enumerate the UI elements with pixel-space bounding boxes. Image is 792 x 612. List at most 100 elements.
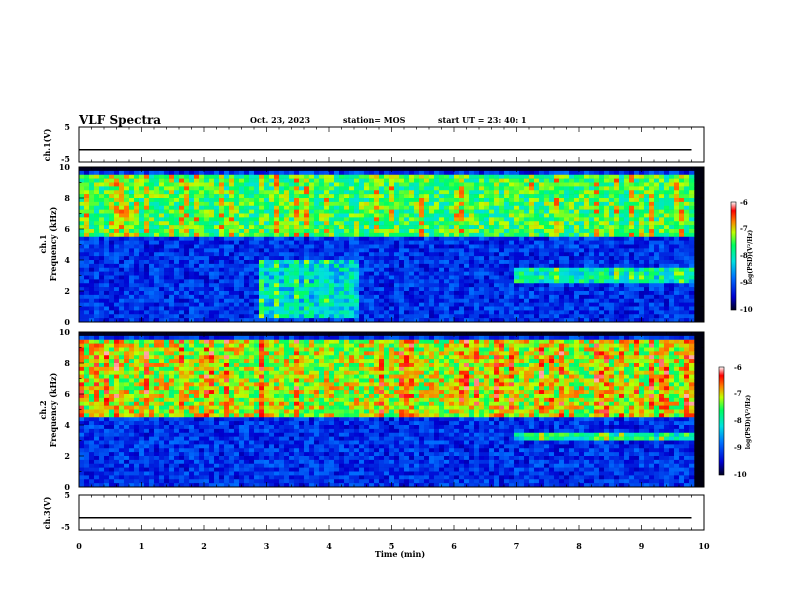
spectrogram-cell (189, 248, 195, 253)
spectrogram-cell (309, 302, 315, 307)
spectrogram-cell (554, 240, 560, 245)
spectrogram-cell (594, 221, 600, 226)
spectrogram-cell (654, 310, 660, 315)
spectrogram-cell (539, 194, 545, 199)
spectrogram-cell (659, 314, 665, 319)
spectrogram-cell (624, 310, 630, 315)
spectrogram-cell (199, 232, 205, 238)
spectrogram-cell (219, 221, 225, 226)
spectrogram-cell (269, 306, 275, 311)
spectrogram-cell (414, 201, 420, 207)
spectrogram-cell (424, 194, 430, 199)
spectrogram-cell (104, 205, 110, 210)
spectrogram-cell (364, 260, 370, 265)
spectrogram-cell (294, 194, 300, 199)
spectrogram-cell (294, 310, 300, 315)
spectrogram-cell (579, 225, 585, 230)
spectrogram-cell (239, 287, 245, 292)
spectrogram-cell (259, 205, 265, 210)
spectrogram-cell (439, 275, 445, 280)
spectrogram-cell (449, 263, 455, 269)
spectrogram-cell (134, 275, 140, 280)
spectrogram-cell (254, 310, 260, 315)
spectrogram-cell (309, 232, 315, 238)
spectrogram-cell (619, 244, 625, 249)
spectrogram-cell (234, 236, 240, 241)
spectrogram-cell (114, 236, 120, 241)
spectrogram-cell (604, 260, 610, 265)
spectrogram-cell (539, 279, 545, 284)
spectrogram-cell (494, 190, 500, 195)
spectrogram-cell (429, 232, 435, 238)
spectrogram-cell (569, 240, 575, 245)
spectrogram-cell (244, 283, 250, 288)
spectrogram-cell (404, 256, 410, 261)
spectrogram-cell (549, 314, 555, 319)
spectrogram-cell (319, 198, 325, 203)
spectrogram-cell (289, 209, 295, 214)
spectrogram-cell (124, 318, 130, 323)
spectrogram-cell (99, 229, 105, 234)
spectrogram-cell (79, 386, 85, 391)
spectrogram-cell (549, 248, 555, 253)
spectrogram-cell (334, 178, 340, 183)
spectrogram-cell (294, 252, 300, 257)
spectrogram-cell (419, 170, 425, 176)
spectrogram-cell (449, 279, 455, 284)
spectrogram-cell (364, 298, 370, 303)
spectrogram-cell (654, 190, 660, 195)
spectrogram-cell (584, 244, 590, 249)
spectrogram-cell (169, 213, 175, 218)
spectrogram-cell (514, 263, 520, 269)
spectrogram-cell (514, 232, 520, 238)
spectrogram-cell (494, 306, 500, 311)
spectrogram-cell (624, 201, 630, 207)
spectrogram-cell (579, 314, 585, 319)
spectrogram-cell (664, 213, 670, 218)
spectrogram-cell (144, 306, 150, 311)
spectrogram-cell (94, 260, 100, 265)
spectrogram-cell (269, 267, 275, 272)
spectrogram-cell (674, 182, 680, 187)
spectrogram-cell (379, 302, 385, 307)
spectrogram-cell (529, 287, 535, 292)
spectrogram-cell (264, 217, 270, 222)
spectrogram-cell (174, 267, 180, 272)
spectrogram-cell (604, 310, 610, 315)
spectrogram-cell (499, 294, 505, 300)
spectrogram-cell (129, 167, 135, 172)
spectrogram-cell (124, 279, 130, 284)
spectrogram-cell (499, 209, 505, 214)
spectrogram-cell (79, 182, 85, 187)
spectrogram-cell (389, 260, 395, 265)
spectrogram-cell (254, 298, 260, 303)
spectrogram-cell (394, 244, 400, 249)
spectrogram-cell (649, 248, 655, 253)
spectrogram-cell (259, 271, 265, 276)
spectrogram-cell (534, 167, 540, 172)
spectrogram-cell (294, 209, 300, 214)
spectrogram-cell (619, 298, 625, 303)
spectrogram-cell (559, 182, 565, 187)
spectrogram-cell (289, 267, 295, 272)
spectrogram-cell (199, 256, 205, 261)
spectrogram-cell (569, 229, 575, 234)
spectrogram-cell (404, 229, 410, 234)
spectrogram-cell (394, 283, 400, 288)
spectrogram-cell (369, 248, 375, 253)
spectrogram-cell (314, 174, 320, 179)
spectrogram-cell (274, 167, 280, 172)
spectrogram-cell (369, 213, 375, 218)
spectrogram-cell (324, 306, 330, 311)
spectrogram-cell (669, 279, 675, 284)
spectrogram-cell (119, 283, 125, 288)
spectrogram-cell (624, 291, 630, 296)
spectrogram-cell (544, 283, 550, 288)
spectrogram-cell (239, 291, 245, 296)
spectrogram-cell (184, 167, 190, 172)
spectrogram-cell (79, 275, 85, 280)
spectrogram-cell (144, 291, 150, 296)
spectrogram-cell (639, 260, 645, 265)
spectrogram-cell (594, 236, 600, 241)
spectrogram-cell (169, 271, 175, 276)
